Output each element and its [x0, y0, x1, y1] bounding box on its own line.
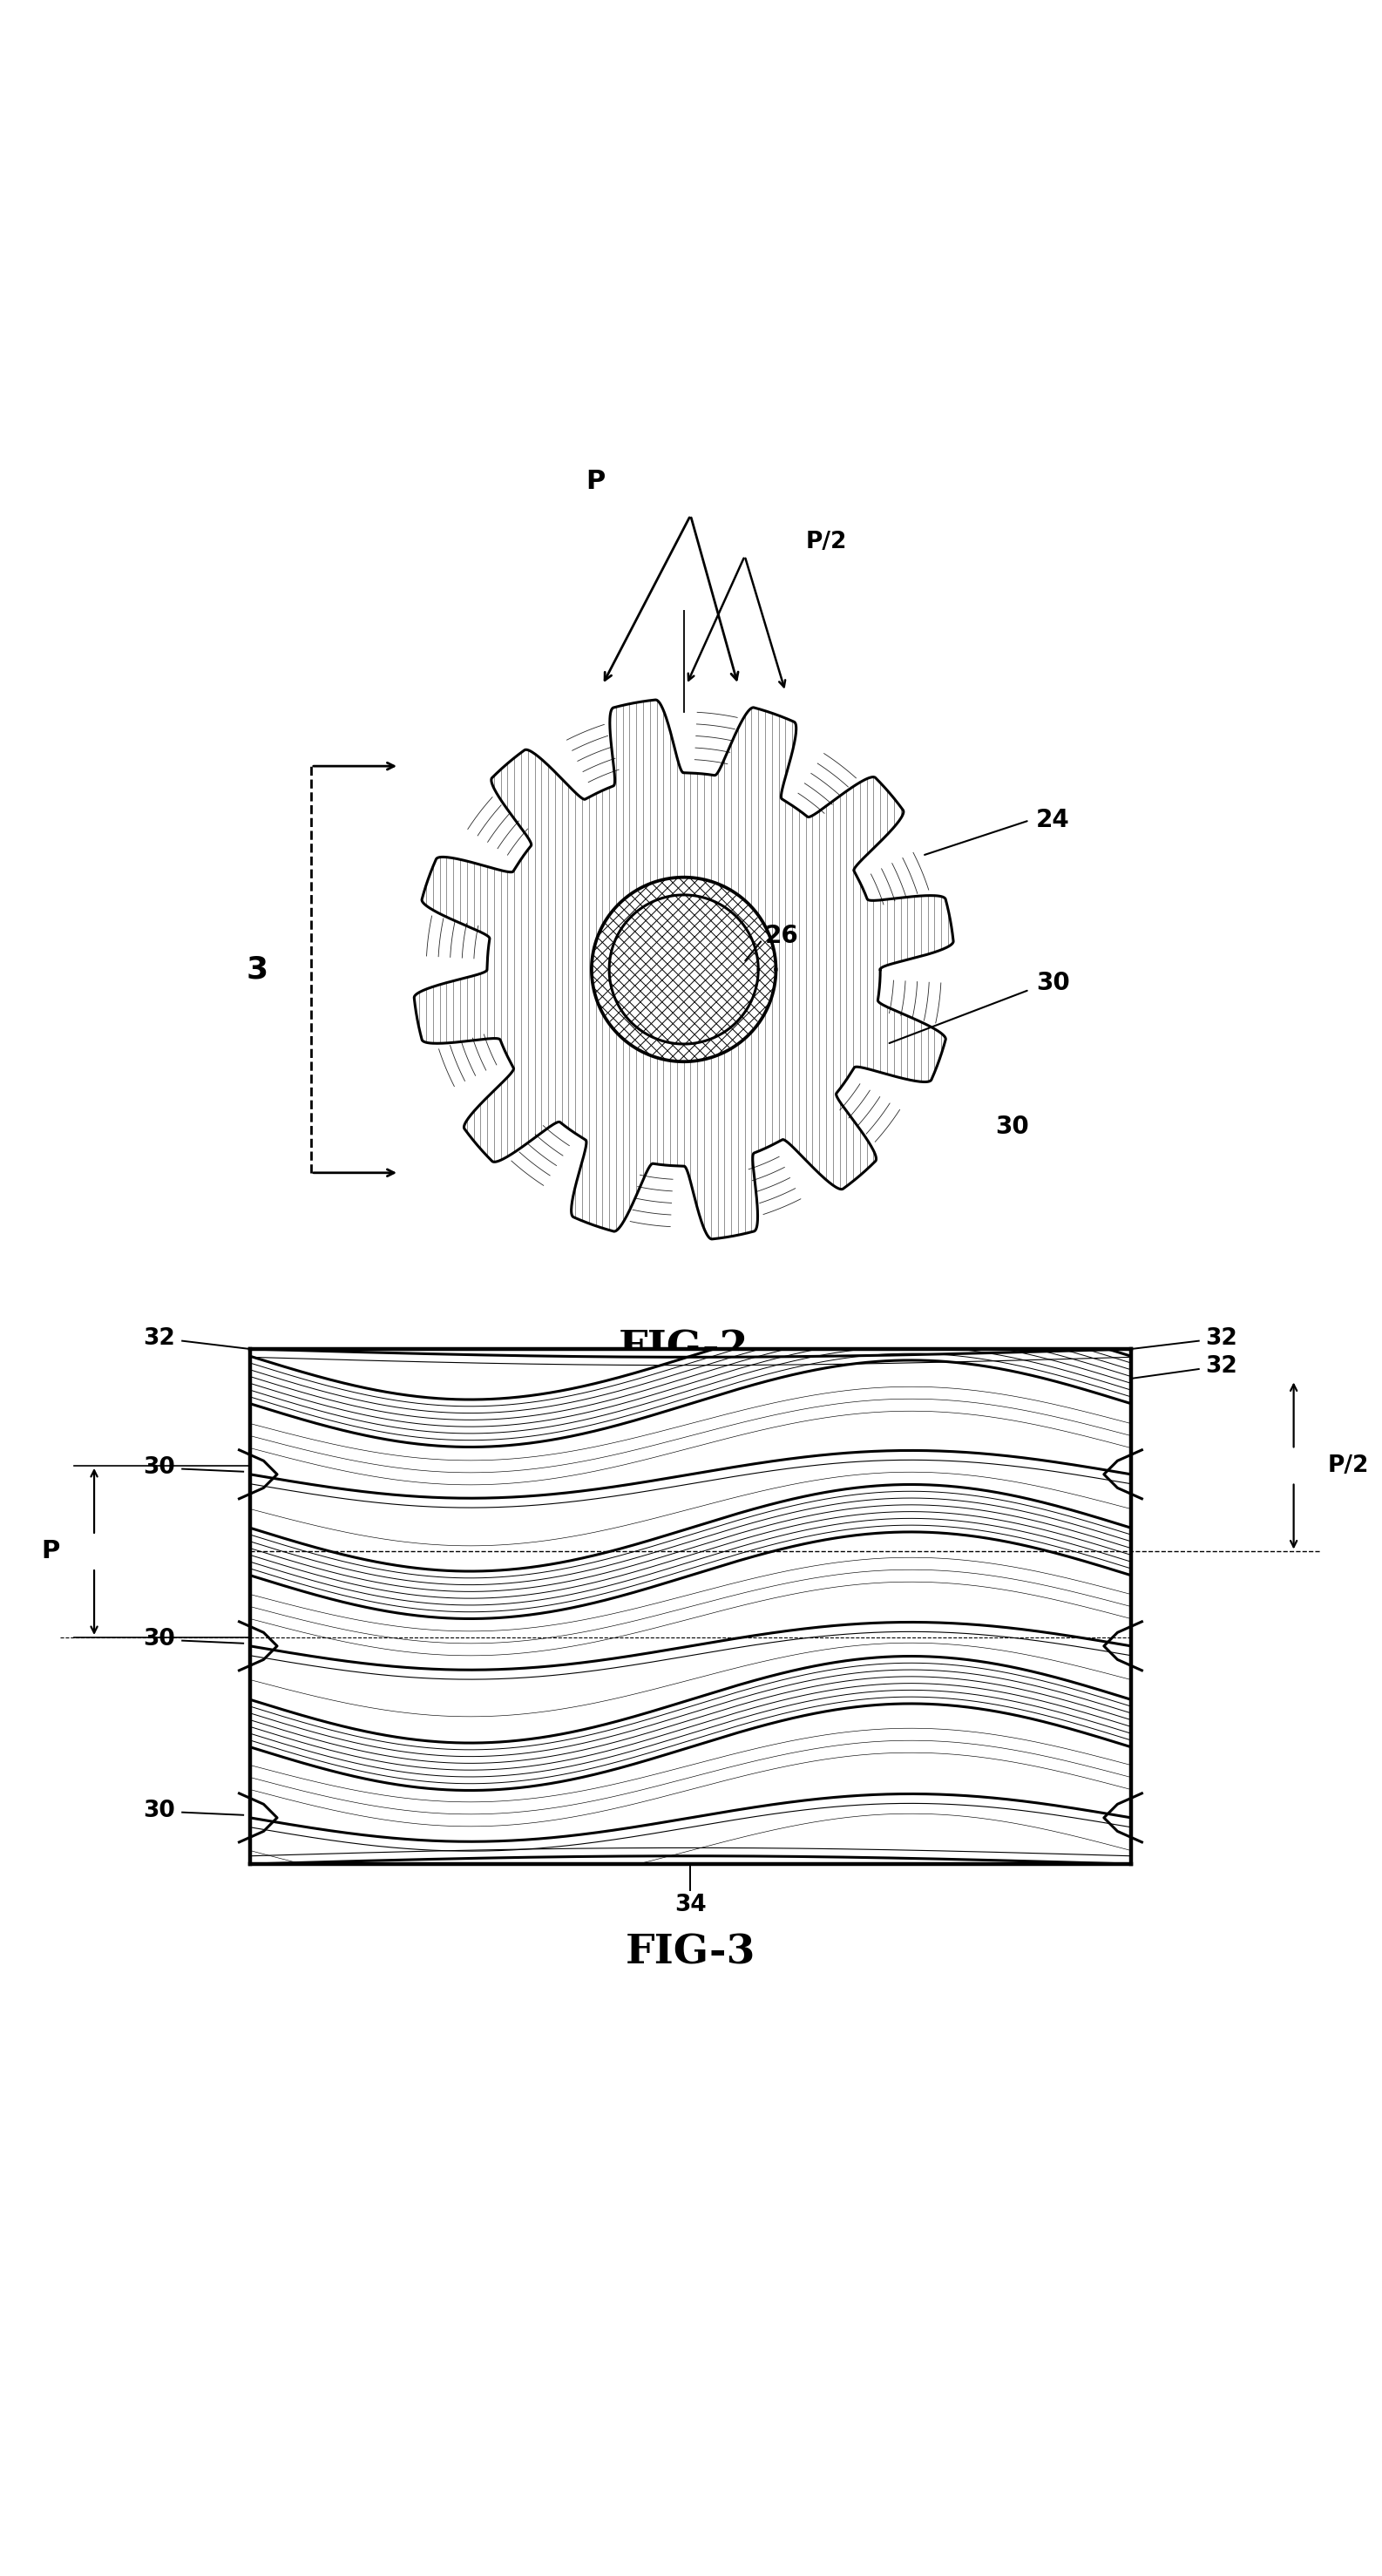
Text: 30: 30 — [144, 1455, 176, 1479]
Text: 34: 34 — [605, 1430, 636, 1450]
Text: 30: 30 — [995, 1115, 1030, 1139]
Polygon shape — [415, 701, 954, 1239]
Text: P/2: P/2 — [1328, 1455, 1368, 1476]
Text: 30: 30 — [1036, 971, 1070, 994]
Text: 30: 30 — [144, 1801, 176, 1821]
Text: 32: 32 — [144, 1327, 176, 1350]
Polygon shape — [250, 1350, 1130, 1865]
Text: 32: 32 — [1205, 1355, 1238, 1378]
Polygon shape — [415, 701, 954, 1239]
Text: P/2: P/2 — [806, 531, 847, 554]
Text: 34: 34 — [605, 1600, 636, 1623]
Text: FIG-3: FIG-3 — [626, 1932, 756, 1973]
Circle shape — [591, 878, 775, 1061]
Text: 34: 34 — [674, 1893, 706, 1917]
Text: FIG-2: FIG-2 — [619, 1329, 749, 1368]
Text: 26: 26 — [766, 922, 799, 948]
Text: P: P — [41, 1540, 61, 1564]
Text: P: P — [586, 469, 605, 495]
Text: 32: 32 — [1205, 1327, 1238, 1350]
Text: 30: 30 — [144, 1628, 176, 1651]
Text: 24: 24 — [1036, 809, 1070, 832]
Text: 3: 3 — [246, 956, 268, 984]
